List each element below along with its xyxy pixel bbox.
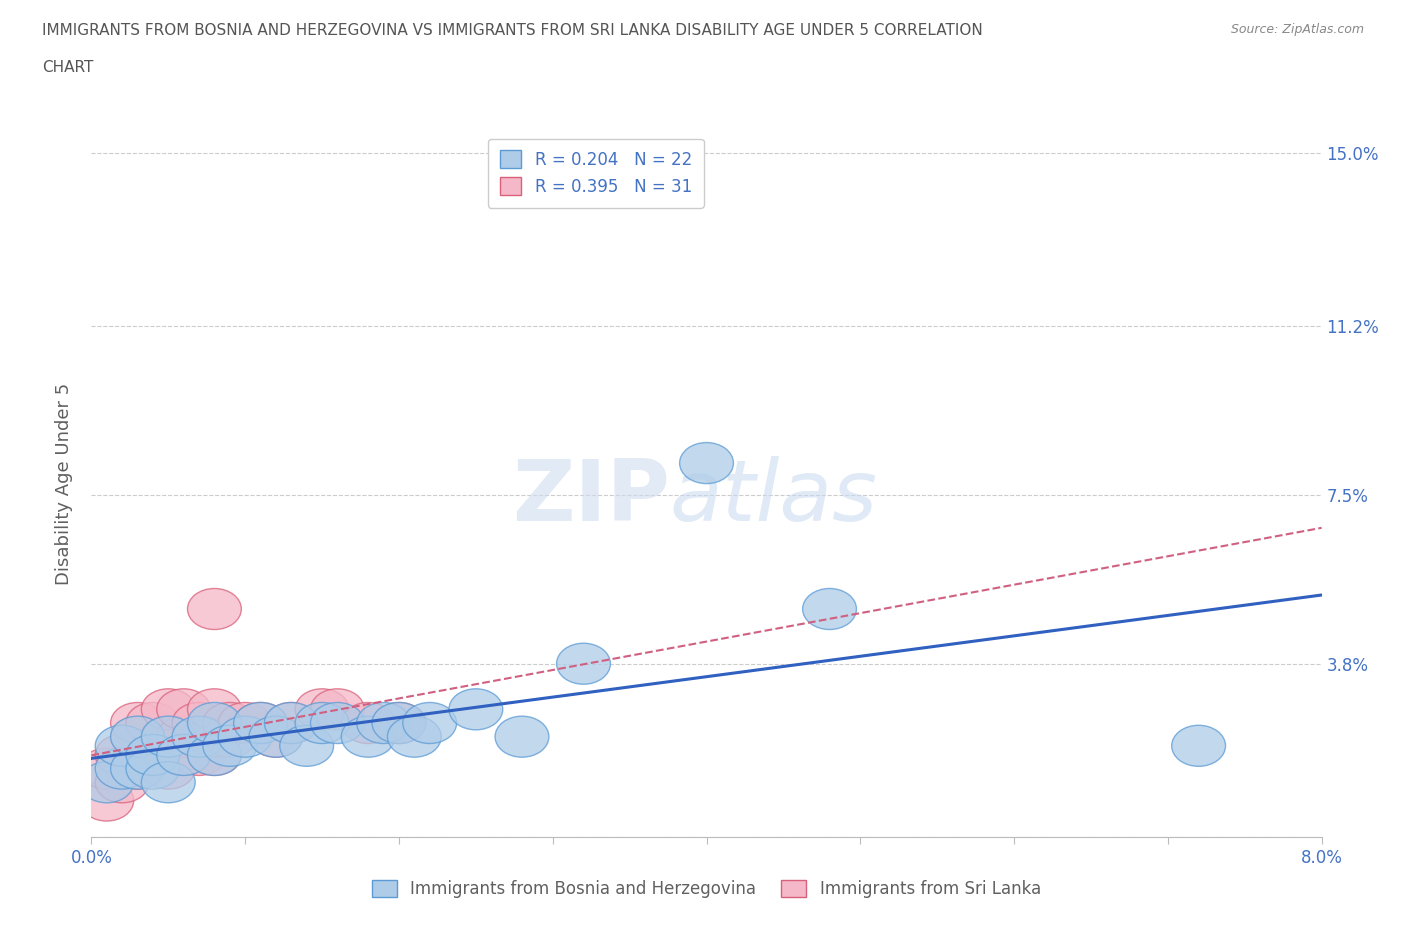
Y-axis label: Disability Age Under 5: Disability Age Under 5	[55, 382, 73, 585]
Text: CHART: CHART	[42, 60, 94, 75]
Text: ZIP: ZIP	[512, 457, 669, 539]
Text: Source: ZipAtlas.com: Source: ZipAtlas.com	[1230, 23, 1364, 36]
Legend: Immigrants from Bosnia and Herzegovina, Immigrants from Sri Lanka: Immigrants from Bosnia and Herzegovina, …	[364, 871, 1049, 907]
Text: atlas: atlas	[669, 457, 877, 539]
Text: IMMIGRANTS FROM BOSNIA AND HERZEGOVINA VS IMMIGRANTS FROM SRI LANKA DISABILITY A: IMMIGRANTS FROM BOSNIA AND HERZEGOVINA V…	[42, 23, 983, 38]
